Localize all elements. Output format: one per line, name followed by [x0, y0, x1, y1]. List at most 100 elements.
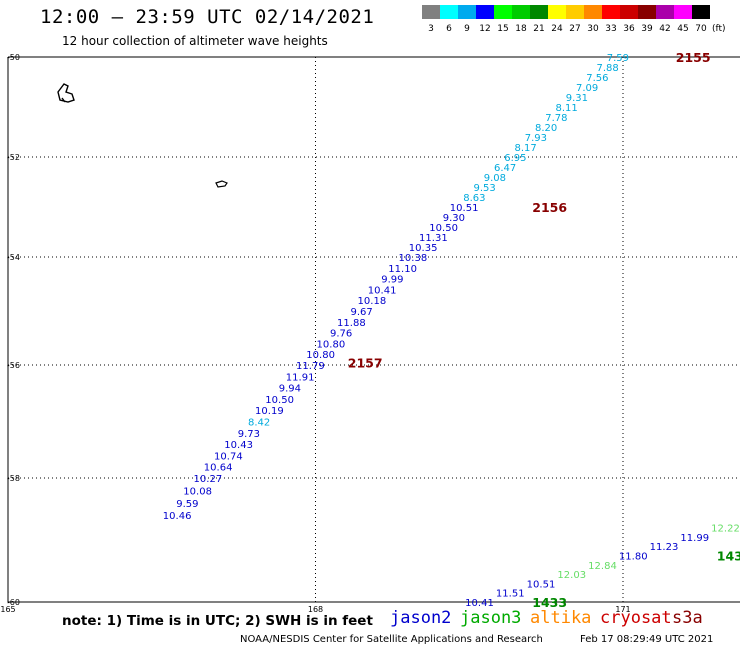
colorbar-tick-label: 3	[428, 24, 434, 34]
colorbar-swatch	[584, 5, 602, 19]
colorbar-tick-label: 42	[659, 24, 670, 34]
generated-timestamp: Feb 17 08:29:49 UTC 2021	[580, 634, 714, 645]
campbell-island-outline	[215, 180, 228, 188]
colorbar-tick-label: 15	[497, 24, 508, 34]
wave-height-value: 11.99	[680, 533, 709, 544]
wave-height-value: 10.19	[255, 406, 284, 417]
wave-height-value: 8.17	[514, 143, 536, 154]
pass-time-label: 2155	[676, 50, 711, 65]
wave-height-value: 11.79	[296, 361, 325, 372]
wave-height-value: 9.59	[176, 499, 198, 510]
wave-height-value: 10.35	[409, 243, 438, 254]
legend-cryosat: cryosat	[600, 608, 672, 628]
wave-height-value: 9.76	[330, 329, 352, 340]
colorbar-swatch	[638, 5, 656, 19]
colorbar-tick-label: 6	[446, 24, 452, 34]
legend-s3a: s3a	[672, 608, 703, 628]
pass-time-label: 2156	[532, 200, 567, 215]
wave-height-value: 12.22	[711, 524, 740, 535]
wave-height-value: 10.50	[265, 395, 294, 406]
colorbar-tick-label: 36	[623, 24, 635, 34]
colorbar-swatch	[494, 5, 512, 19]
latitude-label: -52	[7, 153, 20, 162]
colorbar-tick-label: 9	[464, 24, 470, 34]
footer-note: note: 1) Time is in UTC; 2) SWH is in fe…	[62, 613, 373, 629]
colorbar-tick-label: 27	[569, 24, 580, 34]
colorbar-tick-label: 24	[551, 24, 563, 34]
colorbar-tick-label: 12	[479, 24, 490, 34]
wave-height-value: 7.93	[525, 133, 547, 144]
wave-height-value: 11.10	[388, 264, 417, 275]
wave-height-value: 8.63	[463, 193, 485, 204]
latitude-label: -50	[7, 53, 20, 62]
wave-height-value: 10.46	[163, 511, 192, 522]
wave-height-value: 9.31	[566, 93, 588, 104]
wave-height-value: 7.59	[607, 53, 629, 64]
latitude-label: -54	[7, 253, 20, 262]
wave-height-value: 10.64	[204, 463, 233, 474]
wave-height-value: 10.50	[429, 223, 458, 234]
colorbar-swatch	[422, 5, 440, 19]
wave-height-value: 11.91	[286, 372, 315, 383]
pass-time-label: 1434	[717, 549, 740, 564]
latitude-label: -56	[7, 361, 20, 370]
wave-height-value: 11.88	[337, 318, 366, 329]
legend-altika: altika	[530, 608, 592, 628]
wave-height-value: 9.94	[279, 384, 301, 395]
colorbar-swatch	[674, 5, 692, 19]
wave-height-value: 10.08	[183, 486, 212, 497]
colorbar-swatch	[656, 5, 674, 19]
wave-height-value: 8.20	[535, 123, 557, 134]
colorbar-swatch	[548, 5, 566, 19]
color-legend: 3 6 9 12 15 18 21 24 27 30 33 36 39 42 45 70 (ft)	[422, 5, 726, 34]
colorbar-swatch	[476, 5, 494, 19]
credit-text: NOAA/NESDIS Center for Satellite Applica…	[240, 634, 543, 645]
wave-height-value: 7.56	[586, 73, 608, 84]
wave-height-value: 10.51	[450, 203, 479, 214]
wave-height-value: 7.78	[545, 113, 567, 124]
wave-height-value: 9.99	[381, 275, 403, 286]
wave-height-value: 6.95	[504, 153, 526, 164]
longitude-label: 165	[0, 605, 15, 614]
colorbar-tick-label: 45	[677, 24, 688, 34]
wave-height-value: 9.73	[238, 429, 260, 440]
colorbar-swatch	[620, 5, 638, 19]
wave-height-value: 10.43	[224, 440, 253, 451]
wave-height-value: 10.27	[194, 474, 223, 485]
wave-height-value: 10.74	[214, 451, 243, 462]
wave-height-value: 9.67	[350, 307, 372, 318]
colorbar-swatch	[512, 5, 530, 19]
wave-height-value: 9.30	[443, 213, 465, 224]
wave-height-value: 7.09	[576, 83, 598, 94]
pass-time-label: 2157	[348, 355, 383, 370]
wave-height-value: 12.84	[588, 561, 617, 572]
colorbar-swatch	[602, 5, 620, 19]
wave-height-value: 10.18	[358, 296, 387, 307]
latitude-label: -60	[7, 598, 20, 607]
colorbar-swatch	[440, 5, 458, 19]
wave-height-value: 7.88	[596, 63, 618, 74]
wave-height-value: 9.08	[484, 173, 506, 184]
colorbar-swatch	[530, 5, 548, 19]
wave-height-value: 6.47	[494, 163, 516, 174]
wave-height-value: 9.53	[473, 183, 495, 194]
colorbar-swatch	[458, 5, 476, 19]
colorbar-swatch	[566, 5, 584, 19]
map-title: 12:00 – 23:59 UTC 02/14/2021	[40, 6, 375, 28]
wave-height-value: 11.80	[619, 552, 648, 563]
colorbar-unit: (ft)	[712, 24, 726, 34]
legend-jason2: jason2	[390, 608, 452, 628]
map-subtitle: 12 hour collection of altimeter wave hei…	[62, 34, 328, 48]
colorbar-tick-label: 18	[515, 24, 527, 34]
auckland-islands-outline	[57, 83, 75, 103]
wave-height-value: 11.23	[650, 542, 679, 553]
latitude-label: -58	[7, 474, 20, 483]
colorbar-swatch	[692, 5, 710, 19]
colorbar-tick-label: 70	[695, 24, 707, 34]
wave-height-value: 12.03	[557, 570, 586, 581]
colorbar-tick-label: 21	[533, 24, 544, 34]
legend-jason3: jason3	[460, 608, 522, 628]
colorbar-tick-label: 39	[641, 24, 653, 34]
wave-height-value: 8.11	[555, 103, 577, 114]
